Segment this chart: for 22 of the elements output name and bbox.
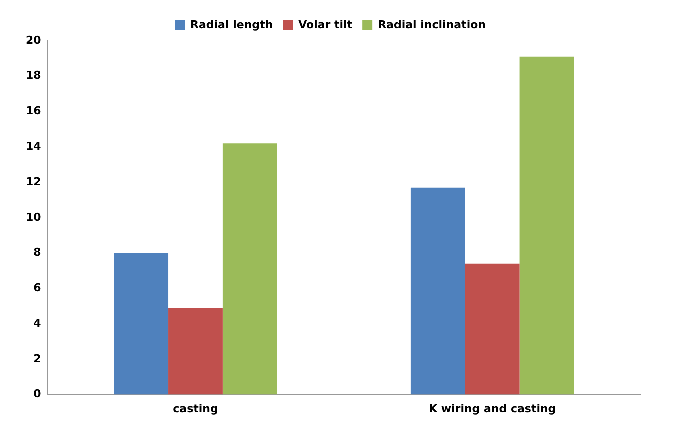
bar	[222, 144, 278, 395]
y-tick-label: 10	[26, 210, 42, 224]
y-tick-label: 16	[26, 104, 42, 118]
y-tick-label: 6	[34, 282, 42, 295]
bar	[465, 264, 520, 395]
x-tick-label: casting	[173, 402, 218, 416]
legend-label: Radial length	[190, 18, 274, 32]
y-tick-label: 2	[34, 352, 42, 366]
bar	[410, 188, 466, 395]
y-tick-label: 4	[34, 316, 42, 330]
bar	[168, 308, 223, 395]
y-tick-label: 18	[26, 69, 42, 82]
bar	[114, 253, 169, 395]
y-tick-label: 14	[26, 140, 42, 153]
bar	[520, 56, 574, 395]
legend-label: Radial inclination	[378, 18, 486, 32]
y-tick-label: 0	[34, 388, 42, 401]
x-tick-label: K wiring and casting	[428, 402, 556, 416]
y-tick-label: 8	[34, 246, 42, 260]
y-tick-label: 12	[26, 175, 42, 188]
y-tick-label: 20	[26, 34, 42, 47]
legend-label: Volar tilt	[298, 18, 353, 32]
